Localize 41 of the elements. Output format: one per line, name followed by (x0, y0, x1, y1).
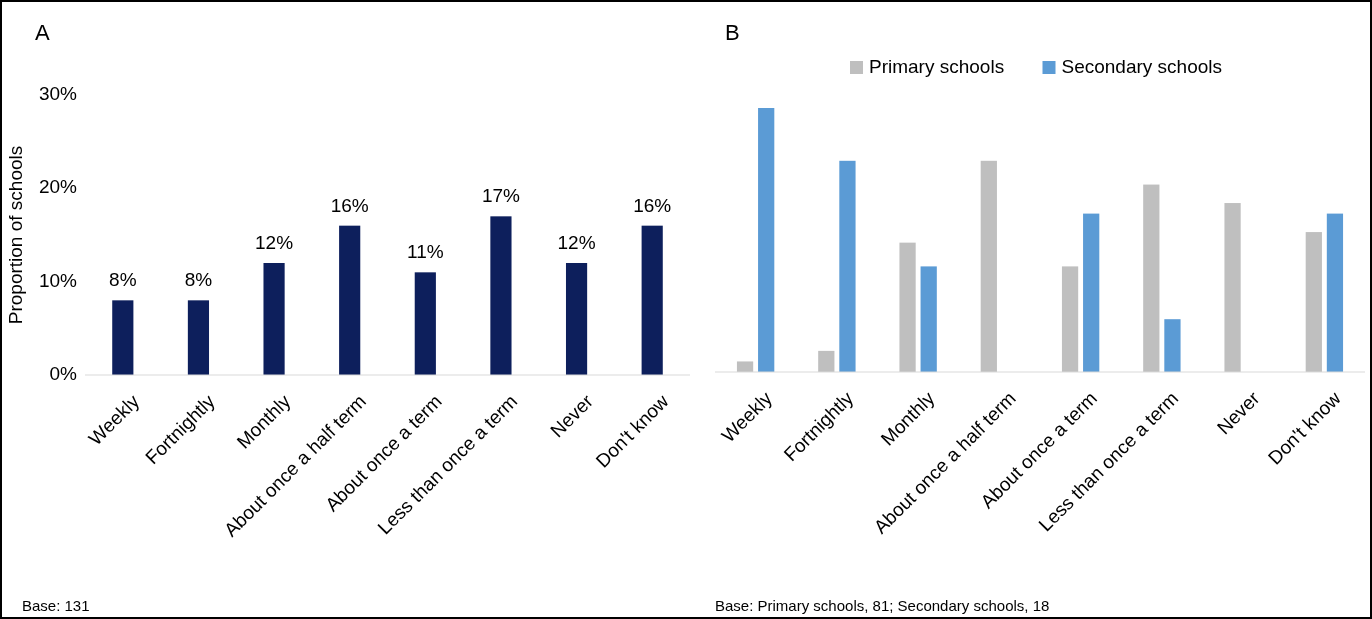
chart-title: B (725, 20, 740, 45)
bar (899, 242, 916, 372)
bar (980, 160, 997, 372)
bar (490, 216, 512, 375)
bar (1143, 184, 1160, 372)
bar (1326, 213, 1344, 372)
text: Base: 131 (22, 597, 90, 614)
text: Base: Primary schools, 81; Secondary schools, 18 (715, 597, 1050, 614)
bar (339, 225, 361, 375)
bar (1305, 232, 1322, 372)
bar (920, 266, 937, 372)
text: 8% (184, 269, 213, 291)
bar (187, 300, 210, 375)
text: 8% (109, 269, 137, 291)
bar (1224, 203, 1241, 372)
bar (818, 350, 835, 372)
bar (1061, 266, 1079, 372)
bar (565, 263, 588, 375)
text: 16% (330, 194, 369, 216)
text: 16% (633, 194, 672, 216)
text: 12% (557, 232, 596, 253)
y-axis-title: Proportion of schools (5, 145, 26, 325)
bar (736, 361, 754, 372)
bar (414, 272, 436, 375)
text: 11% (407, 241, 444, 263)
y-tick-label: 10% (38, 269, 78, 291)
legend-label: Secondary schools (1061, 56, 1223, 78)
text: 17% (481, 185, 520, 207)
y-tick-label: 30% (38, 83, 78, 105)
chart-title: A (35, 20, 50, 45)
bar (263, 263, 285, 375)
bar (112, 300, 134, 375)
bar (641, 225, 663, 375)
text: 12% (255, 232, 294, 253)
bar (839, 160, 856, 372)
legend-label: Primary schools (869, 56, 1005, 78)
y-tick-label: 0% (49, 363, 78, 385)
bar (1164, 319, 1181, 372)
bar (1083, 213, 1100, 372)
y-tick-label: 20% (38, 176, 78, 198)
bar (758, 108, 775, 372)
